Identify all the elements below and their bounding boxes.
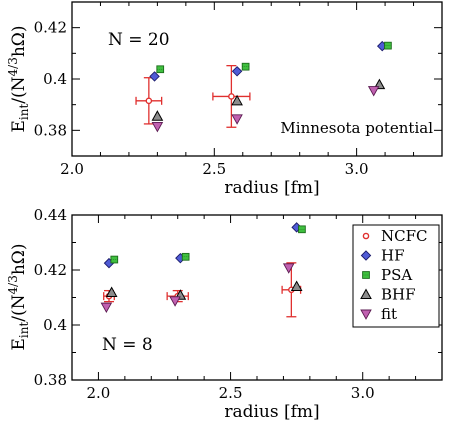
data-point-psa (156, 65, 165, 74)
data-point-psa (241, 62, 250, 71)
legend-marker-psa (362, 271, 370, 279)
x-axis-label: radius [fm] (224, 178, 319, 198)
y-tick-label: 0.4 (43, 70, 67, 88)
series-ncfc (135, 65, 251, 128)
x-tick-label: 2.0 (86, 384, 110, 402)
data-point-fit (151, 122, 164, 133)
panel-bottom: 2.0 2.5 3.0 0.38 0.4 0.42 0.44 radius [fm] Eint/… (6, 206, 443, 422)
data-point-psa (181, 252, 190, 261)
data-point-psa (298, 225, 306, 234)
series-bhf (151, 78, 386, 121)
y-tick-label: 0.4 (43, 316, 67, 334)
data-point-hf (231, 66, 243, 77)
y-tick-label: 0.38 (34, 121, 67, 139)
series-ncfc (103, 262, 302, 318)
panel-label: N = 8 (102, 335, 153, 355)
legend-label: BHF (381, 286, 416, 304)
data-point-fit (231, 114, 243, 125)
x-tick-label: 3.0 (345, 160, 369, 178)
x-tick-label: 3.0 (351, 384, 375, 402)
data-point-psa (384, 41, 392, 50)
series-hf (103, 222, 302, 269)
data-point-bhf (105, 286, 118, 298)
legend-marker-fit (360, 309, 372, 320)
legend-label: PSA (381, 266, 412, 284)
series-hf (149, 40, 388, 82)
data-point-ncfc (145, 97, 153, 105)
y-axis-label: Eint/(N4/3hΩ) (6, 25, 31, 132)
data-point-bhf (231, 94, 243, 106)
panel-top: 2.0 2.5 3.0 0.38 0.4 0.42 radius [fm] Eint/(N4/… (6, 1, 443, 198)
legend-marker-bhf (360, 288, 372, 299)
legend-marker-hf (360, 250, 372, 261)
y-tick-label: 0.42 (34, 261, 67, 279)
data-point-fit (367, 86, 380, 97)
y-axis-label: Eint/(N4/3hΩ) (6, 243, 31, 350)
series-fit (100, 263, 295, 314)
series-bhf (105, 280, 303, 300)
legend-label: NCFC (381, 227, 428, 245)
data-point-bhf (290, 280, 303, 291)
legend-label: fit (381, 305, 397, 323)
potential-annotation: Minnesota potential (280, 119, 433, 137)
y-tick-label: 0.44 (34, 206, 67, 224)
panel-label: N = 20 (108, 30, 170, 50)
x-tick-label: 2.5 (219, 384, 243, 402)
y-tick-label: 0.42 (34, 19, 67, 37)
data-point-psa (110, 255, 119, 264)
series-psa (110, 225, 306, 264)
legend-label: HF (381, 247, 405, 265)
data-point-hf (149, 71, 160, 82)
data-point-fit (282, 263, 295, 274)
series-psa (156, 41, 392, 74)
x-axis-label: radius [fm] (224, 402, 319, 422)
data-point-ncfc (228, 93, 235, 100)
series-fit (151, 86, 380, 133)
legend-marker-ncfc (362, 232, 370, 240)
data-point-fit (169, 296, 181, 307)
data-point-fit (100, 302, 113, 314)
x-tick-label: 2.0 (60, 160, 84, 178)
x-tick-label: 2.5 (202, 160, 226, 178)
data-point-bhf (151, 110, 164, 121)
y-tick-label: 0.38 (34, 371, 67, 389)
